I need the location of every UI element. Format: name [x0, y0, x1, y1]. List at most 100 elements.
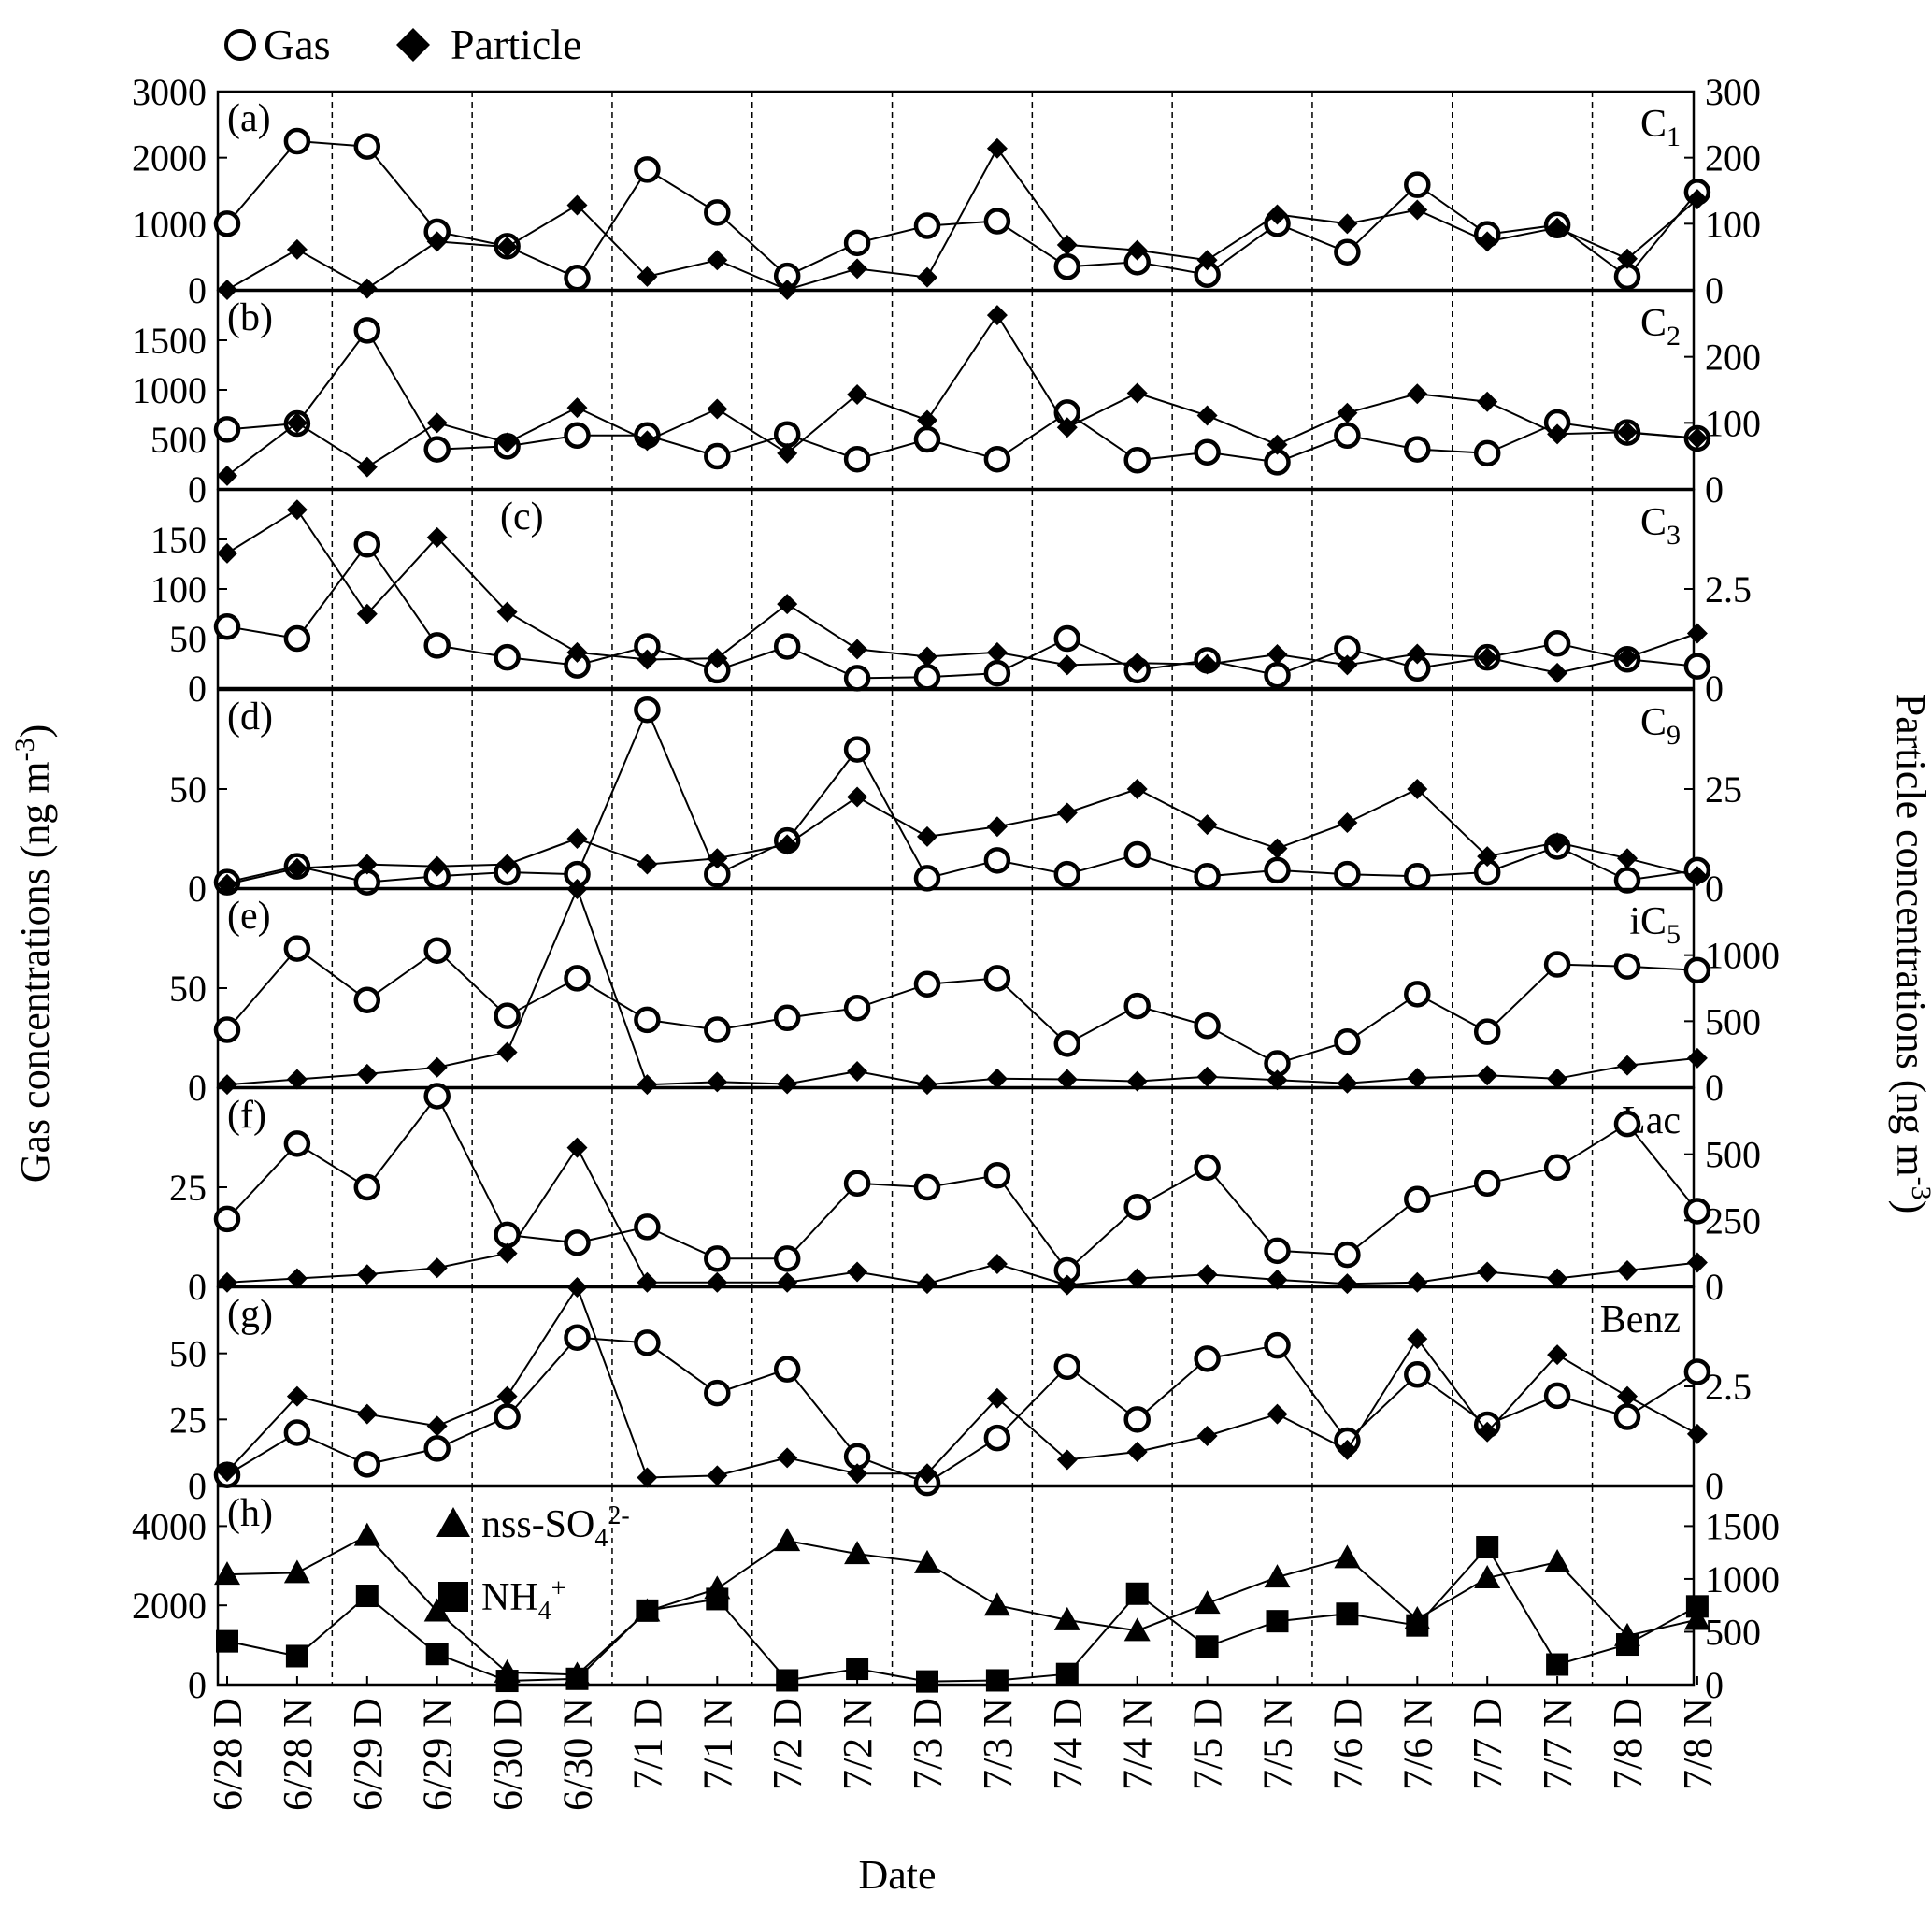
panel-h-series-1-point-6	[636, 1599, 659, 1622]
panel-b-left-tick-label-3: 1500	[132, 320, 207, 362]
panel-f-label: (f)	[227, 1094, 266, 1137]
panel-h-series-0-point-13	[1123, 1617, 1151, 1642]
panel-e-series-0-point-5	[564, 965, 591, 992]
panel-h-series-1-point-21	[1685, 1595, 1709, 1618]
panel-g-left-tick-label-0: 0	[188, 1465, 207, 1507]
panel-a-series-1-point-6	[637, 266, 658, 287]
legend-particle-label: Particle	[451, 21, 582, 68]
panel-h-series-1-point-15	[1266, 1610, 1289, 1633]
panel-f-left-tick-label-1: 25	[169, 1167, 207, 1209]
panel-b-right-tick-label-1: 100	[1705, 402, 1761, 444]
x-tick-label-14: 7/5 D	[1185, 1698, 1231, 1790]
panel-g-series-1-point-2	[356, 1403, 378, 1425]
x-tick-label-0: 6/28 D	[205, 1698, 250, 1811]
panel-h-legend-0-base: nss-SO	[481, 1503, 594, 1546]
panel-d-series-0-point-15	[1264, 856, 1291, 884]
panel-d-series-0-point-12	[1053, 860, 1081, 888]
panel-c-series-1-point-17	[1407, 643, 1428, 665]
panel-a-right-tick-label-2: 200	[1705, 137, 1761, 179]
panel-a-series-1-point-10	[917, 266, 937, 288]
panel-d-series-0-point-14	[1194, 863, 1221, 890]
panel-f-series-1-point-6	[637, 1271, 658, 1293]
panel-e-series-1-point-5	[566, 879, 588, 899]
panel-c-left-tick-label-2: 100	[150, 568, 207, 610]
panel-b-series-1-point-19	[1547, 423, 1568, 445]
panel-a-series-1-point-12	[1056, 234, 1078, 255]
panel-e-series-0-point-8	[773, 1004, 801, 1032]
panel-g-series-0-point-6	[634, 1329, 661, 1356]
panel-d-series-0-line	[226, 707, 1698, 883]
panel-h-right-tick-label-1: 500	[1705, 1611, 1761, 1653]
panel-g-compound-label: Benz	[1600, 1299, 1681, 1342]
panel-c-left-tick-label-1: 50	[169, 618, 207, 660]
panel-c-series-0-point-3	[423, 632, 451, 659]
x-tick-labels: 6/28 D 6/28 N 6/29 D 6/29 N 6/30 D 6/30 N 7/1 …	[205, 1676, 1721, 1811]
x-tick-label-3: 6/29 N	[415, 1698, 461, 1811]
panel-e-series-1-point-4	[496, 1041, 518, 1063]
panel-b-series-1-point-14	[1196, 405, 1218, 426]
panel-h-series-0-point-21	[1683, 1606, 1710, 1630]
panel-f-series-1-point-3	[426, 1257, 448, 1279]
panel-e-series-1-point-12	[1056, 1069, 1078, 1090]
panel-e-compound-base: iC	[1629, 900, 1667, 943]
panel-d-series-0-point-6	[634, 696, 661, 724]
panel-c-left-tick-label-0: 0	[188, 667, 207, 710]
panel-g-right-tick-label-0: 0	[1705, 1465, 1724, 1507]
x-tick-label-10: 7/3 D	[905, 1698, 951, 1790]
y-right-axis-title: Particle concentrations (ng m-3)	[1888, 694, 1932, 1213]
x-tick-label-17: 7/6 N	[1395, 1698, 1440, 1790]
panel-c-series-1-point-15	[1267, 643, 1288, 665]
panel-b-compound-base: C	[1640, 302, 1667, 345]
panel-f-series-0-point-19	[1543, 1154, 1571, 1182]
panel-e-series-1-point-11	[986, 1068, 1008, 1089]
panel-g-series-1-point-20	[1617, 1385, 1638, 1407]
panel-b-series-0-point-16	[1334, 422, 1361, 450]
panel-c: 0 50 100 150 0 2.5 (c) C3	[150, 488, 1752, 710]
panel-f-left-tick-label-0: 0	[188, 1266, 207, 1308]
y-left-axis-title: Gas concentrations (ng m-3)	[9, 725, 58, 1184]
panel-h-legend-1-marker	[438, 1582, 468, 1612]
panel-h-left-tick-label-1: 2000	[132, 1585, 207, 1627]
panel-a-series-0-point-9	[843, 229, 871, 257]
legend-particle-marker	[396, 28, 430, 62]
panel-h-series-0-point-2	[353, 1522, 380, 1546]
panel-a-series-1-point-19	[1547, 217, 1568, 238]
panel-c-label: (c)	[500, 495, 544, 538]
panel-g-series-0-point-14	[1194, 1345, 1221, 1372]
panel-e-series-1-point-10	[917, 1074, 937, 1096]
panel-f-series-1-point-12	[1056, 1274, 1078, 1296]
panel-b-right-tick-label-2: 200	[1705, 337, 1761, 379]
panel-a-series-0-point-16	[1334, 238, 1361, 266]
panel-b-series-1-point-8	[777, 442, 798, 464]
panel-h-series-0-point-14	[1194, 1590, 1221, 1615]
panel-c-series-1-point-18	[1477, 647, 1498, 668]
panel-h-series-0-point-19	[1544, 1548, 1571, 1572]
panel-c-series-0-point-8	[773, 633, 801, 660]
x-tick-label-19: 7/7 N	[1535, 1698, 1581, 1790]
panel-e-left-tick-label-1: 50	[169, 968, 207, 1010]
panel-b-series-0-point-5	[564, 422, 591, 450]
panel-g-series-0-point-20	[1613, 1403, 1641, 1430]
panel-g-series-1-point-14	[1196, 1426, 1218, 1446]
panel-b-series-0-point-0	[213, 416, 241, 443]
panel-b-series-1-point-17	[1407, 383, 1428, 405]
panel-d: 0 50 0 25 (d) C9	[169, 688, 1742, 910]
panel-b-series-0-point-18	[1473, 439, 1501, 467]
panel-h-series-1-point-0	[216, 1629, 238, 1653]
panel-g-series-1-point-10	[917, 1463, 937, 1485]
panel-g-series-0-line	[226, 1336, 1698, 1485]
panel-g-left-tick-label-2: 50	[169, 1333, 207, 1375]
panel-h-series-1-point-20	[1616, 1633, 1639, 1657]
panel-c-series-0-point-9	[843, 665, 871, 692]
panel-h-legend-0-marker	[436, 1507, 470, 1537]
panel-b-series-0-point-9	[843, 445, 871, 473]
panel-b-label: (b)	[227, 296, 273, 339]
panel-e-left-tick-label-0: 0	[188, 1067, 207, 1109]
panel-f-series-1-point-17	[1407, 1271, 1428, 1293]
panel-a-series-0-point-6	[634, 156, 661, 183]
panel-d-series-0-point-11	[983, 847, 1011, 874]
panel-d-left-tick-label-0: 0	[188, 868, 207, 910]
